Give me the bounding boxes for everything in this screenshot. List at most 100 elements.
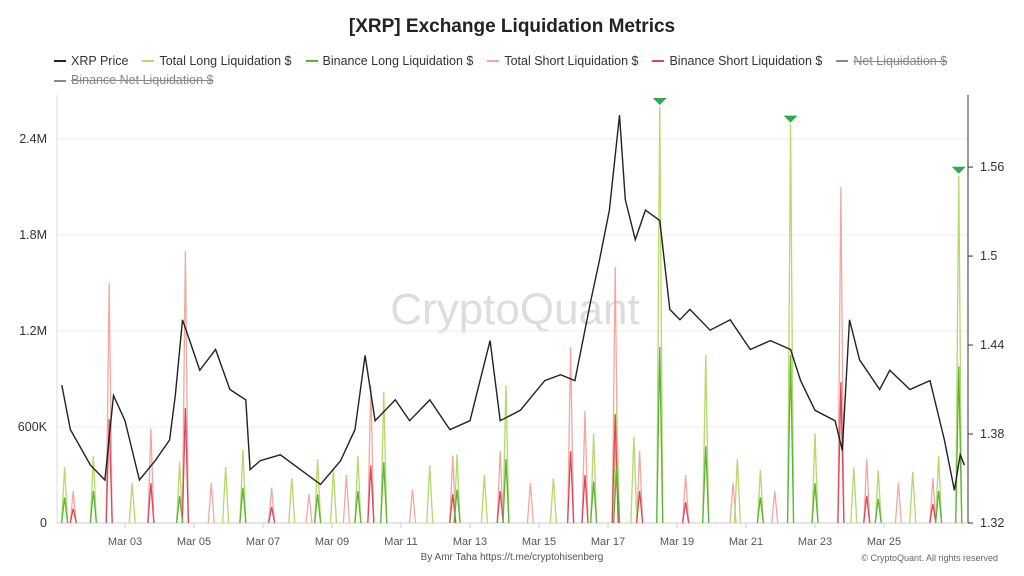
chart-title: [XRP] Exchange Liquidation Metrics [348, 16, 676, 37]
liquidation-spike [733, 458, 742, 524]
liquidation-spike [656, 346, 664, 524]
liquidation-spike [89, 490, 98, 524]
liquidation-spike [635, 490, 644, 524]
liquidation-spike [756, 497, 765, 524]
liquidation-spike [526, 482, 535, 524]
liquidation-spike [656, 106, 664, 524]
legend-item[interactable]: XRP Price [54, 53, 128, 70]
liquidation-spike [934, 490, 943, 524]
liquidation-spike [453, 489, 461, 524]
legend-item[interactable]: Binance Long Liquidation $ [305, 53, 474, 70]
liquidation-spike [909, 471, 917, 524]
liquidation-spike [426, 465, 434, 524]
liquidation-spike [313, 494, 322, 524]
liquidation-spike [502, 385, 510, 524]
liquidation-spike [267, 506, 276, 524]
marker-triangle-icon [783, 115, 798, 123]
legend-item[interactable]: Total Short Liquidation $ [487, 53, 638, 70]
legend-label: XRP Price [71, 53, 129, 68]
author-link[interactable]: https://t.me/cryptohisenberg [479, 552, 604, 563]
liquidation-spike [894, 482, 903, 524]
liquidation-spike [929, 478, 937, 524]
legend-item[interactable]: Binance Net Liquidation $ [54, 72, 213, 89]
liquidation-spike [181, 250, 190, 524]
liquidation-spike [612, 407, 621, 524]
right-tick-label: 1.56 [980, 160, 1004, 174]
author: By Amr Taha [420, 552, 478, 563]
liquidation-spike [480, 474, 489, 524]
left-tick-label: 2.4M [19, 132, 47, 146]
liquidation-spike [267, 487, 276, 524]
liquidation-spike [60, 497, 69, 524]
x-tick-label: Mar 11 [384, 536, 417, 548]
liquidation-spike [934, 455, 943, 524]
right-tick-label: 1.38 [980, 427, 1004, 441]
legend-swatch [836, 60, 849, 62]
liquidation-spike [756, 470, 765, 524]
x-tick-label: Mar 21 [729, 536, 763, 548]
liquidation-spike [380, 391, 388, 524]
liquidation-spike [581, 410, 589, 524]
legend-label: Net Liquidation $ [853, 53, 948, 68]
liquidation-spike [239, 449, 247, 524]
x-tick-label: Mar 03 [108, 536, 142, 548]
x-tick-label: Mar 07 [246, 536, 280, 548]
liquidation-spike [367, 385, 375, 524]
credit: By Amr Taha https://t.me/cryptohisenberg [0, 552, 1024, 563]
marker-triangle-icon [652, 98, 667, 105]
left-tick-label: 1.8M [19, 228, 47, 242]
liquidation-spike [589, 481, 598, 524]
liquidation-spike [566, 346, 575, 524]
right-tick-label: 1.32 [980, 516, 1004, 530]
x-tick-label: Mar 23 [798, 536, 832, 548]
liquidation-spike [453, 454, 461, 524]
liquidation-spike [105, 418, 113, 524]
liquidation-spike [342, 474, 351, 524]
liquidation-spike [313, 458, 322, 524]
x-tick-label: Mar 15 [522, 536, 556, 548]
x-tick-label: Mar 19 [660, 536, 694, 548]
legend-label: Binance Long Liquidation $ [322, 53, 474, 68]
liquidation-spike [354, 455, 362, 524]
liquidation-spike [549, 478, 558, 524]
liquidation-spike [929, 503, 937, 524]
right-tick-label: 1.44 [980, 338, 1004, 352]
legend-item[interactable]: Binance Short Liquidation $ [652, 53, 822, 70]
liquidation-spike [408, 489, 417, 524]
series-total-long-liquidation- [60, 106, 963, 524]
liquidation-spike [175, 462, 184, 524]
liquidation-spike [702, 446, 710, 524]
x-tick-label: Mar 13 [453, 536, 487, 548]
legend: XRP Price Total Long Liquidation $ Binance… [54, 50, 994, 89]
legend-item[interactable]: Total Long Liquidation $ [142, 53, 292, 70]
left-tick-label: 0 [40, 516, 47, 530]
liquidation-spike [181, 407, 190, 524]
liquidation-spike [175, 495, 184, 524]
liquidation-spike [702, 354, 710, 524]
series-binance-long-liquidation- [60, 346, 963, 524]
legend-label: Binance Short Liquidation $ [669, 53, 823, 68]
copyright: © CryptoQuant. All rights reserved [861, 553, 998, 563]
liquidation-spike [581, 474, 589, 524]
liquidation-spike [612, 466, 621, 524]
liquidation-spike [89, 455, 98, 524]
series-total-short-liquidation- [69, 186, 937, 524]
liquidation-spike [147, 482, 155, 524]
legend-swatch [54, 60, 66, 62]
liquidation-spike [630, 436, 638, 524]
liquidation-spike [239, 487, 247, 524]
liquidation-spike [589, 433, 598, 524]
liquidation-spike [69, 508, 77, 524]
liquidation-spike [69, 490, 77, 524]
liquidation-spike [681, 474, 690, 524]
legend-item[interactable]: Net Liquidation $ [836, 53, 947, 70]
liquidation-spike [207, 482, 215, 524]
liquidation-spike [147, 428, 155, 524]
liquidation-spike [874, 470, 882, 524]
legend-label: Total Long Liquidation $ [159, 53, 292, 68]
liquidation-spike [354, 490, 362, 524]
left-tick-label: 600K [18, 420, 48, 434]
liquidation-spike [502, 458, 510, 524]
liquidation-spike [786, 354, 795, 524]
